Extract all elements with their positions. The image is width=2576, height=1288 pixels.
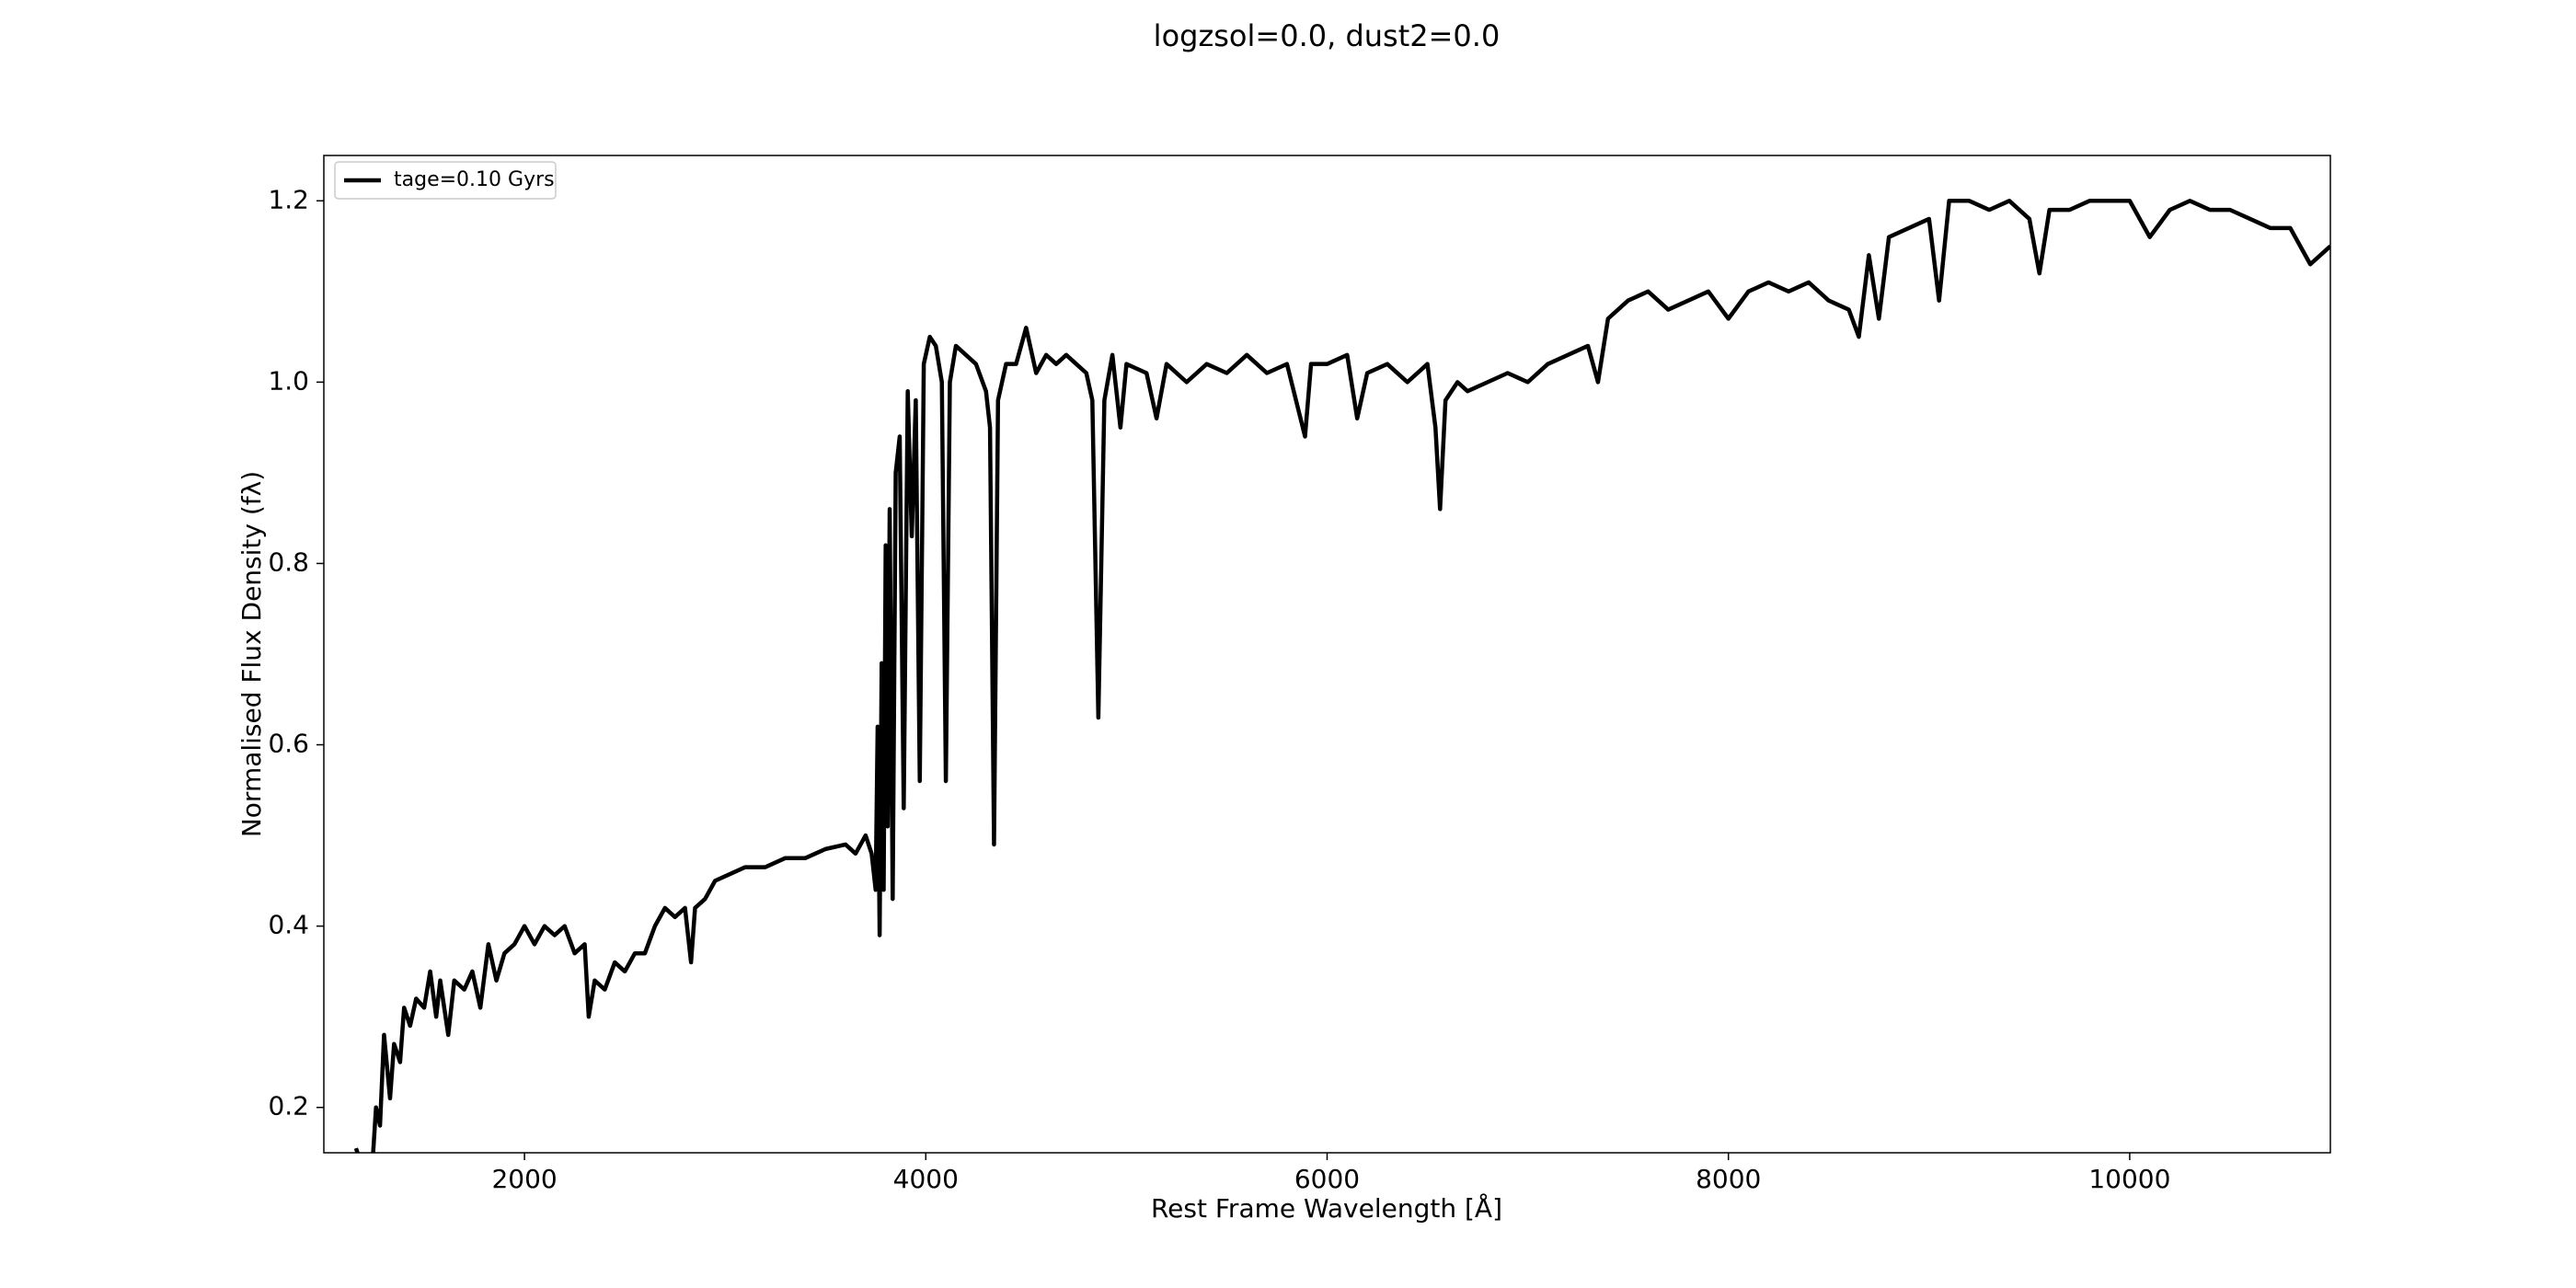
plot-frame <box>323 155 2331 1154</box>
legend-box <box>334 161 557 200</box>
y-tick-label: 1.0 <box>268 365 309 396</box>
x-tick-label: 2000 <box>491 1164 557 1194</box>
x-axis-label: Rest Frame Wavelength [Å] <box>1151 1192 1502 1224</box>
y-tick-label: 1.2 <box>268 184 309 214</box>
chart-title: logzsol=0.0, dust2=0.0 <box>1154 18 1501 53</box>
y-tick-label: 0.2 <box>268 1091 309 1121</box>
x-tick-label: 8000 <box>1696 1164 1761 1194</box>
x-tick-label: 6000 <box>1294 1164 1360 1194</box>
x-tick-label: 10000 <box>2088 1164 2170 1194</box>
x-tick-label: 4000 <box>893 1164 959 1194</box>
legend-label: tage=0.10 Gyrs <box>394 168 555 191</box>
spectrum-line <box>353 199 2330 1153</box>
y-tick-label: 0.4 <box>268 910 309 940</box>
y-tick-label: 0.6 <box>268 729 309 759</box>
y-tick-label: 0.8 <box>268 546 309 577</box>
y-axis-label: Normalised Flux Density (fλ) <box>236 471 267 837</box>
